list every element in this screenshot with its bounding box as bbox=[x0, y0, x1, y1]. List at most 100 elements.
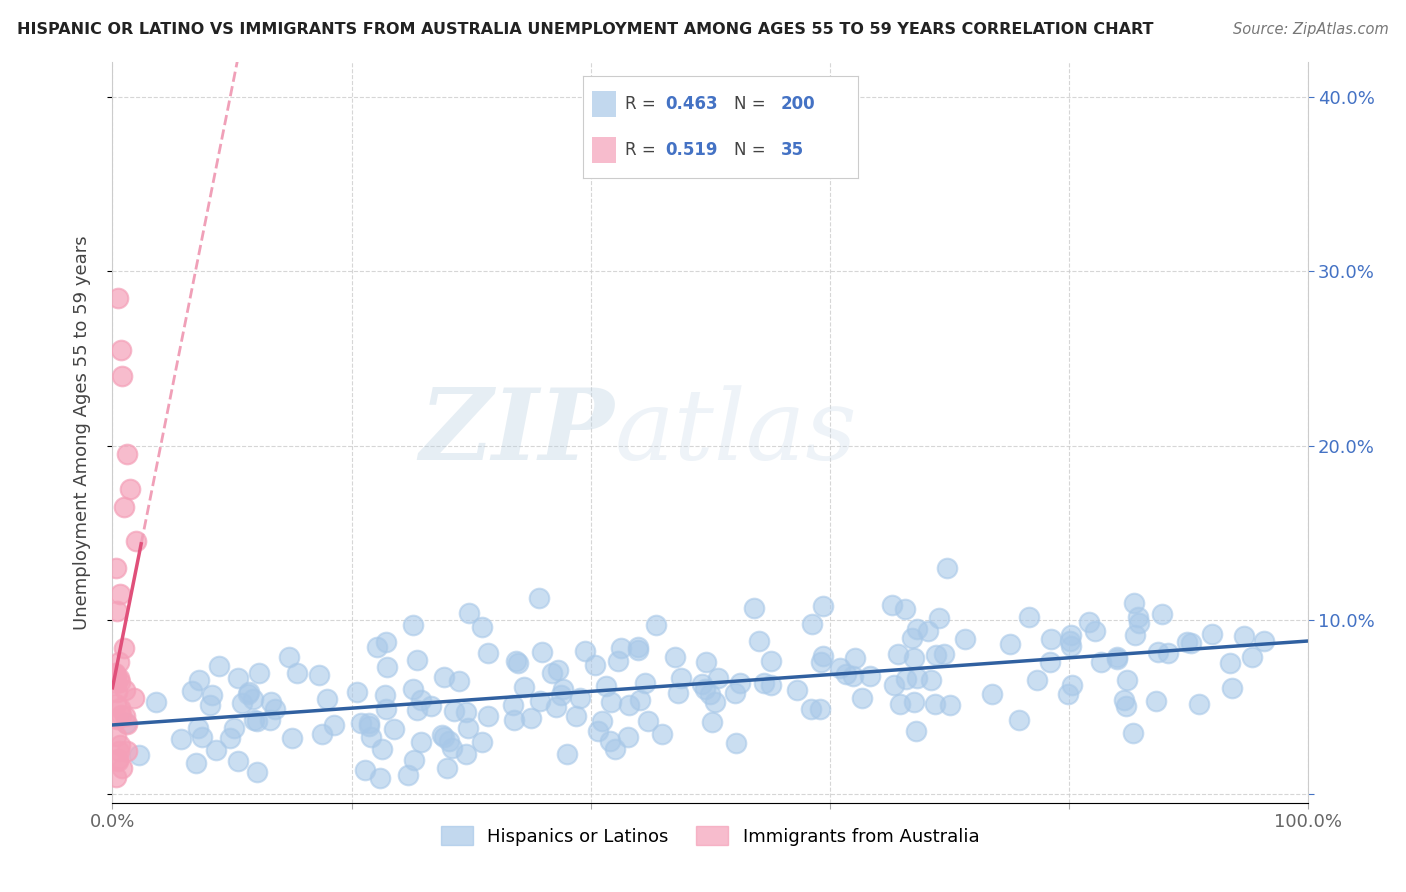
Point bbox=[105, 697, 128, 711]
Text: atlas: atlas bbox=[614, 385, 858, 480]
Point bbox=[181, 684, 204, 698]
Point bbox=[430, 728, 453, 742]
Point bbox=[1144, 693, 1167, 707]
Text: N =: N = bbox=[734, 95, 770, 113]
Point bbox=[1122, 726, 1144, 740]
Point bbox=[247, 665, 270, 680]
Point bbox=[107, 685, 129, 699]
Point bbox=[550, 689, 572, 703]
Point bbox=[700, 715, 723, 730]
Point bbox=[617, 698, 640, 712]
Point bbox=[115, 447, 138, 461]
Text: HISPANIC OR LATINO VS IMMIGRANTS FROM AUSTRALIA UNEMPLOYMENT AMONG AGES 55 TO 59: HISPANIC OR LATINO VS IMMIGRANTS FROM AU… bbox=[17, 22, 1153, 37]
Point bbox=[278, 650, 301, 665]
Point bbox=[457, 721, 479, 735]
Point bbox=[120, 482, 142, 496]
Point bbox=[308, 667, 330, 681]
Point bbox=[402, 681, 425, 696]
Point bbox=[198, 698, 221, 712]
Point bbox=[419, 699, 441, 714]
Point bbox=[1175, 635, 1198, 649]
Point bbox=[366, 640, 388, 654]
Point bbox=[406, 653, 429, 667]
Point bbox=[1115, 673, 1137, 688]
Point bbox=[917, 624, 939, 639]
Point bbox=[436, 760, 458, 774]
Point bbox=[360, 730, 382, 744]
Point bbox=[477, 646, 499, 660]
Point bbox=[627, 640, 650, 655]
Point bbox=[754, 676, 776, 690]
Point bbox=[108, 675, 131, 690]
Point bbox=[377, 659, 399, 673]
Text: 0.519: 0.519 bbox=[666, 141, 718, 159]
Point bbox=[191, 731, 214, 745]
Point bbox=[894, 602, 917, 616]
Point bbox=[107, 656, 129, 670]
Point bbox=[477, 709, 499, 723]
Point bbox=[396, 768, 419, 782]
Point bbox=[938, 698, 960, 712]
Text: 35: 35 bbox=[780, 141, 804, 159]
Point bbox=[903, 695, 925, 709]
Point bbox=[505, 655, 527, 669]
Point bbox=[1105, 651, 1128, 665]
Point bbox=[924, 697, 946, 711]
Legend: Hispanics or Latinos, Immigrants from Australia: Hispanics or Latinos, Immigrants from Au… bbox=[433, 819, 987, 853]
Point bbox=[231, 696, 253, 710]
Point bbox=[1008, 714, 1031, 728]
Point bbox=[1220, 681, 1243, 695]
Text: R =: R = bbox=[624, 141, 661, 159]
Point bbox=[1122, 595, 1144, 609]
Point bbox=[830, 661, 852, 675]
Point bbox=[115, 715, 138, 730]
Point bbox=[651, 727, 673, 741]
Point bbox=[565, 708, 588, 723]
Point bbox=[699, 687, 721, 701]
Point bbox=[547, 663, 569, 677]
Point bbox=[607, 654, 630, 668]
Point bbox=[110, 343, 132, 357]
Point bbox=[439, 734, 461, 748]
Bar bbox=[592, 91, 616, 117]
Point bbox=[357, 718, 380, 732]
Point bbox=[527, 591, 550, 605]
Point bbox=[690, 677, 713, 691]
Point bbox=[441, 740, 464, 755]
Point bbox=[311, 727, 333, 741]
Point bbox=[645, 618, 668, 632]
Point bbox=[170, 732, 193, 747]
Point bbox=[557, 747, 579, 761]
Point bbox=[1126, 610, 1149, 624]
Point bbox=[346, 685, 368, 699]
Point bbox=[1062, 677, 1084, 691]
Point bbox=[104, 670, 127, 684]
Point bbox=[105, 676, 128, 690]
Point bbox=[456, 705, 478, 719]
Point bbox=[1219, 656, 1241, 670]
Point bbox=[471, 620, 494, 634]
Point bbox=[904, 724, 927, 739]
Point bbox=[603, 741, 626, 756]
Text: 0.463: 0.463 bbox=[666, 95, 718, 113]
Point bbox=[724, 686, 747, 700]
Point bbox=[114, 682, 136, 697]
Point bbox=[264, 701, 287, 715]
Point bbox=[107, 752, 129, 766]
Point bbox=[599, 695, 621, 709]
Point bbox=[1188, 697, 1211, 711]
Point bbox=[1056, 687, 1078, 701]
Point bbox=[404, 754, 426, 768]
Point bbox=[808, 702, 831, 716]
Point bbox=[208, 658, 231, 673]
Point bbox=[835, 667, 858, 681]
Point bbox=[628, 692, 651, 706]
Point bbox=[800, 702, 823, 716]
Text: 200: 200 bbox=[780, 95, 815, 113]
Point bbox=[433, 730, 456, 744]
Point bbox=[889, 697, 911, 711]
Point bbox=[456, 747, 478, 761]
Point bbox=[742, 601, 765, 615]
Point bbox=[1060, 628, 1083, 642]
Point bbox=[108, 738, 131, 752]
